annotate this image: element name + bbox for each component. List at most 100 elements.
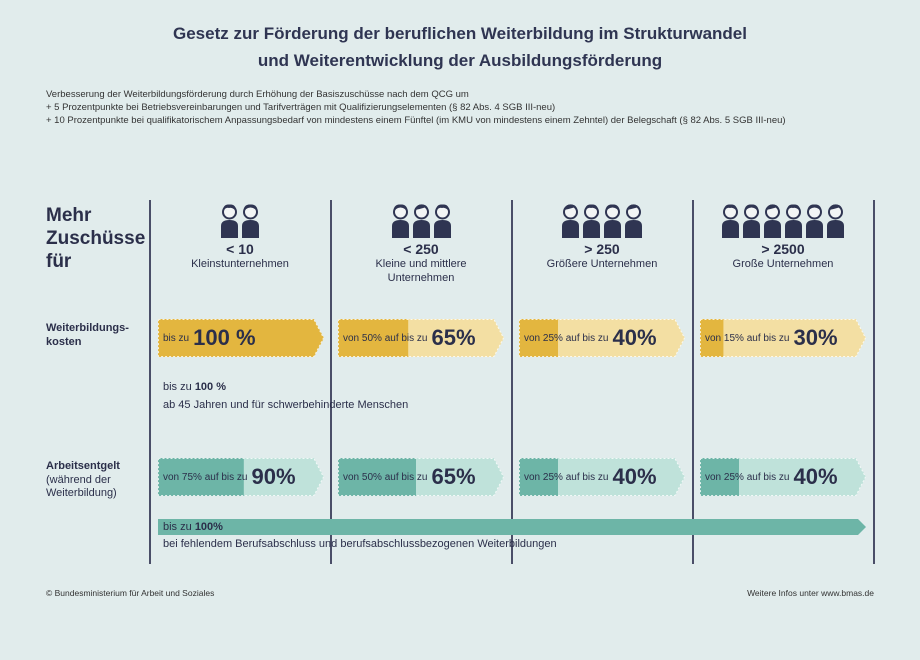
- column-divider: [330, 200, 332, 564]
- company-size: > 250: [584, 241, 620, 257]
- side-title-line: Mehr: [46, 205, 92, 226]
- intro-line: + 5 Prozentpunkte bei Betriebsvereinbaru…: [46, 102, 556, 113]
- column-divider: [873, 200, 875, 564]
- bar-outline: [700, 458, 867, 496]
- bar-outline: [338, 458, 505, 496]
- people-icon-group: [693, 198, 873, 238]
- bar-value: 65%: [431, 325, 476, 350]
- bar-value: 40%: [612, 464, 657, 489]
- bar-shape: [158, 458, 325, 496]
- column-divider: [692, 200, 694, 564]
- bar-text: von 25% auf bis zu 40%: [705, 458, 838, 496]
- intro-line: + 10 Prozentpunkte bei qualifikatorische…: [46, 115, 786, 126]
- column-divider: [149, 200, 151, 564]
- note-value: 100 %: [194, 381, 227, 393]
- bar-text: von 25% auf bis zu 40%: [524, 319, 657, 357]
- bar-base-segment: [700, 319, 724, 357]
- intro-line: Verbesserung der Weiterbildungsförderung…: [46, 89, 469, 100]
- column-header-large: > 250 Größere Unternehmen: [512, 198, 692, 271]
- bar-full-segment: [700, 458, 866, 496]
- footer-copyright: © Bundesministerium für Arbeit und Sozia…: [46, 588, 215, 598]
- note-value: 100%: [194, 521, 223, 533]
- bar-value: 65%: [431, 464, 476, 489]
- row-label-wages: Arbeitsentgelt (während der Weiterbildun…: [46, 460, 120, 501]
- note-prefix: bis zu: [163, 381, 192, 393]
- person-icon: [562, 204, 579, 238]
- person-icon: [391, 204, 409, 238]
- bar-text: von 50% auf bis zu 65%: [343, 319, 476, 357]
- bar-base-segment: [700, 458, 739, 496]
- bar-base-segment: [338, 458, 416, 496]
- company-size: > 2500: [761, 241, 805, 257]
- person-icon: [827, 204, 844, 238]
- company-type-line: Unternehmen: [387, 272, 455, 284]
- bar-shape: [519, 458, 686, 496]
- person-icon: [412, 204, 430, 238]
- long-arrow-shape: [158, 519, 866, 535]
- row-label-bold: Arbeitsentgelt: [46, 460, 120, 472]
- wage-note-text: bei fehlendem Berufsabschluss und berufs…: [163, 538, 557, 550]
- bar-full-segment: [519, 319, 685, 357]
- bar-prefix: von 15% auf bis zu: [705, 332, 790, 344]
- bar-shape: [158, 319, 325, 357]
- bar-prefix: von 75% auf bis zu: [163, 471, 248, 483]
- people-icon-group: [512, 198, 692, 238]
- wage-note-line: bis zu 100%: [163, 519, 557, 536]
- side-title: Mehr Zuschüsse für: [46, 204, 145, 273]
- training-bar: bis zu 100 %: [158, 319, 325, 357]
- bar-shape: [700, 458, 867, 496]
- bar-prefix: von 25% auf bis zu: [705, 471, 790, 483]
- column-header-micro: < 10 Kleinstunternehmen: [150, 198, 330, 271]
- bar-prefix: von 25% auf bis zu: [524, 332, 609, 344]
- bar-base-segment: [519, 319, 558, 357]
- column-divider: [511, 200, 513, 564]
- person-icon: [221, 204, 238, 238]
- training-note-text: ab 45 Jahren und für schwerbehinderte Me…: [163, 399, 409, 411]
- infographic-title: Gesetz zur Förderung der beruflichen Wei…: [0, 20, 920, 74]
- note-prefix: bis zu: [163, 521, 192, 533]
- bar-full-segment: [158, 319, 324, 357]
- bar-prefix: bis zu: [163, 332, 190, 344]
- bar-value: 40%: [612, 325, 657, 350]
- bar-base-segment: [338, 319, 409, 357]
- company-type-line: Kleine und mittlere: [375, 258, 467, 270]
- row-label-training-costs: Weiterbildungs- kosten: [46, 322, 129, 349]
- bar-base-segment: [158, 458, 244, 496]
- wage-note: bis zu 100% bei fehlendem Berufsabschlus…: [163, 519, 557, 553]
- bar-prefix: von 50% auf bis zu: [343, 332, 428, 344]
- person-icon: [583, 204, 600, 238]
- footer-link: Weitere Infos unter www.bmas.de: [747, 588, 874, 598]
- row-label-line: Weiterbildungs-: [46, 322, 129, 334]
- title-line-1: Gesetz zur Förderung der beruflichen Wei…: [173, 24, 747, 43]
- training-note-line: bis zu 100 %: [163, 378, 408, 396]
- bar-outline: [158, 458, 325, 496]
- bar-shape: [519, 319, 686, 357]
- bar-shape: [700, 319, 867, 357]
- person-icon: [604, 204, 621, 238]
- side-title-line: Zuschüsse: [46, 228, 146, 249]
- bar-outline: [519, 458, 686, 496]
- bar-text: von 50% auf bis zu 65%: [343, 458, 476, 496]
- person-icon: [722, 204, 739, 238]
- wage-bar: von 50% auf bis zu 65%: [338, 458, 505, 496]
- wage-bar: von 75% auf bis zu 90%: [158, 458, 325, 496]
- row-label-line: (während der: [46, 473, 111, 486]
- person-icon: [743, 204, 760, 238]
- bar-outline: [700, 319, 867, 357]
- wage-bar: von 25% auf bis zu 40%: [700, 458, 867, 496]
- bar-value: 40%: [793, 464, 838, 489]
- person-icon: [785, 204, 802, 238]
- bar-outline: [519, 319, 686, 357]
- person-icon: [242, 204, 259, 238]
- long-teal-arrow: [158, 519, 868, 540]
- person-icon: [806, 204, 823, 238]
- bar-value: 100 %: [193, 325, 256, 350]
- bar-value: 30%: [793, 325, 838, 350]
- title-line-2: und Weiterentwicklung der Ausbildungsför…: [257, 51, 663, 70]
- row-label-line: kosten: [46, 335, 82, 348]
- bar-full-segment: [519, 458, 685, 496]
- bar-full-segment: [700, 319, 866, 357]
- company-size: < 10: [226, 241, 254, 257]
- bar-outline: [158, 319, 325, 357]
- training-bar: von 25% auf bis zu 40%: [519, 319, 686, 357]
